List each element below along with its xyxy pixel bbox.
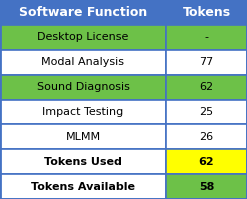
Bar	[166, 174, 247, 199]
Bar	[166, 25, 247, 50]
Text: 62: 62	[199, 157, 214, 167]
Bar	[0, 75, 166, 100]
Bar	[166, 75, 247, 100]
Text: Tokens Used: Tokens Used	[44, 157, 122, 167]
Bar	[0, 149, 166, 174]
Text: MLMM: MLMM	[65, 132, 101, 142]
Text: Impact Testing: Impact Testing	[42, 107, 124, 117]
Text: 25: 25	[199, 107, 214, 117]
Text: Software Function: Software Function	[19, 6, 147, 19]
Bar	[166, 124, 247, 149]
Text: -: -	[205, 32, 208, 42]
Text: 62: 62	[199, 82, 214, 92]
Text: 58: 58	[199, 181, 214, 192]
Text: 77: 77	[199, 57, 214, 67]
Bar	[0, 100, 166, 124]
Text: Sound Diagnosis: Sound Diagnosis	[37, 82, 129, 92]
Text: 26: 26	[199, 132, 214, 142]
Text: Tokens Available: Tokens Available	[31, 181, 135, 192]
Bar	[166, 0, 247, 25]
Text: Desktop License: Desktop License	[37, 32, 129, 42]
Bar	[0, 50, 166, 75]
Bar	[0, 174, 166, 199]
Text: Modal Analysis: Modal Analysis	[41, 57, 124, 67]
Bar	[166, 50, 247, 75]
Bar	[0, 0, 166, 25]
Bar	[0, 124, 166, 149]
Bar	[166, 100, 247, 124]
Bar	[0, 25, 166, 50]
Text: Tokens: Tokens	[183, 6, 230, 19]
Bar	[166, 149, 247, 174]
